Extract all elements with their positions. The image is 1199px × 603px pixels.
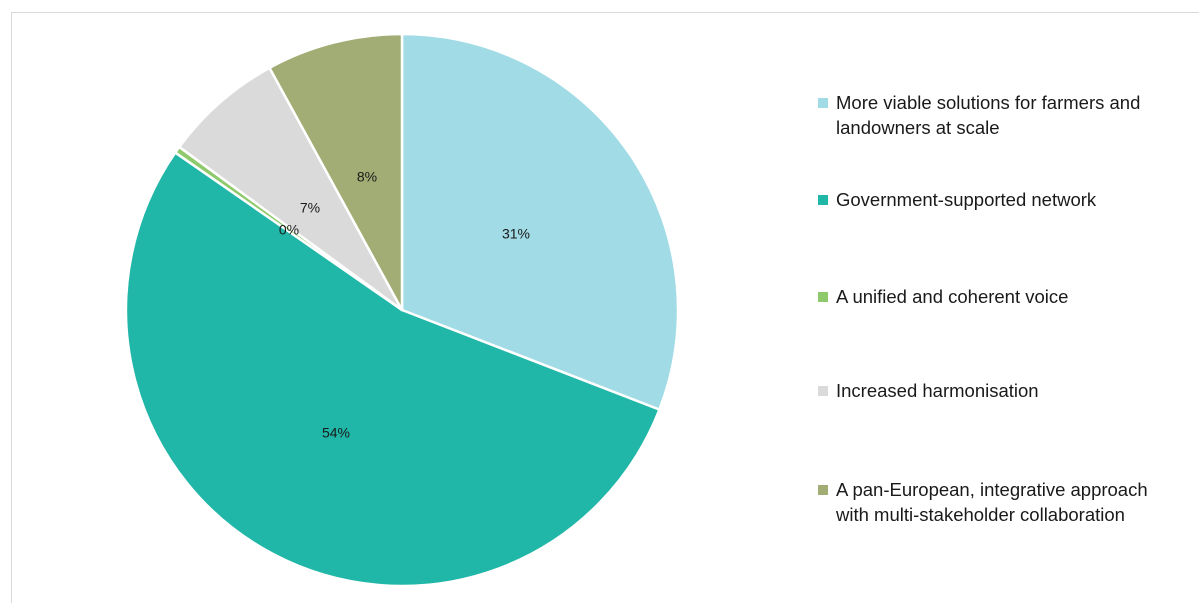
legend-item-2: A unified and coherent voice (818, 284, 1198, 309)
legend-swatch-2 (818, 292, 828, 302)
legend-label-4: A pan-European, integrative approach with… (836, 477, 1148, 527)
legend-item-1: Government-supported network (818, 187, 1198, 212)
pie-data-labels: 31% 54% 0%7% 8% (279, 169, 530, 441)
pie-chart: 31% 54% 0%7% 8% (124, 32, 680, 588)
data-label-4: 8% (357, 169, 377, 185)
pie-slices (124, 32, 680, 588)
legend-label-2: A unified and coherent voice (836, 284, 1068, 309)
data-label-0: 31% (502, 226, 530, 242)
legend-label-1: Government-supported network (836, 187, 1096, 212)
legend-label-line: Government-supported network (836, 189, 1097, 210)
pie-slice-0 (400, 32, 680, 411)
pie-slice-3 (178, 66, 404, 312)
legend-label-line: More viable solutions for farmers and (836, 92, 1141, 113)
legend-swatch-3 (818, 386, 828, 396)
legend-label-line: A pan-European, integrative approach (836, 479, 1148, 500)
legend-item-0: More viable solutions for farmers and lan… (818, 90, 1198, 140)
data-label-1: 54% (322, 425, 350, 441)
legend-label-line: Increased harmonisation (836, 380, 1039, 401)
legend-label-3: Increased harmonisation (836, 378, 1039, 403)
legend-label-0: More viable solutions for farmers and lan… (836, 90, 1140, 140)
legend-item-4: A pan-European, integrative approach with… (818, 477, 1198, 527)
legend-label-line: with multi-stakeholder collaboration (836, 504, 1125, 525)
pie-slice-1 (124, 151, 661, 588)
data-label-2: 0% (279, 222, 299, 238)
legend-swatch-1 (818, 195, 828, 205)
legend-label-line: A unified and coherent voice (836, 286, 1069, 307)
legend-swatch-0 (818, 98, 828, 108)
legend-item-3: Increased harmonisation (818, 378, 1198, 403)
legend-swatch-4 (818, 485, 828, 495)
chart-area-border (11, 12, 1199, 603)
data-label-3: 7% (300, 200, 320, 216)
pie-slice-4 (268, 32, 404, 312)
legend-label-line: landowners at scale (836, 117, 1000, 138)
